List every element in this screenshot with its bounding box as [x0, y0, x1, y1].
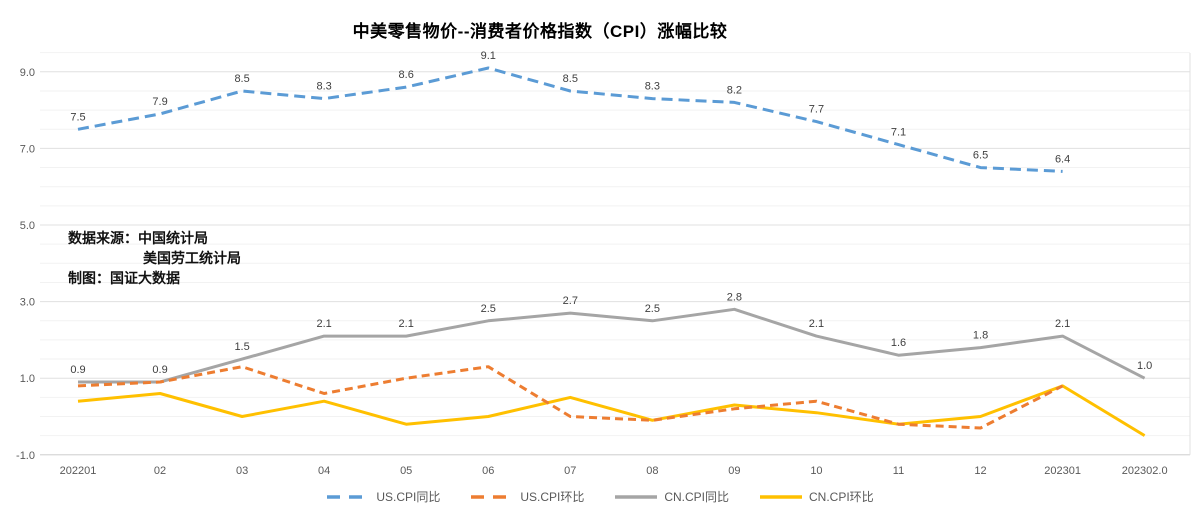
- data-label-us-cpi-yoy: 7.5: [70, 111, 85, 123]
- data-label-cn-cpi-yoy: 1.6: [891, 337, 906, 349]
- x-axis-tick-label: 03: [236, 465, 248, 477]
- data-label-us-cpi-yoy: 8.5: [234, 73, 249, 85]
- legend-label-us-cpi-yoy: US.CPI同比: [376, 490, 441, 504]
- legend-item-us-cpi-mom: US.CPI环比: [470, 488, 584, 505]
- y-axis-tick-label: -1.0: [16, 450, 35, 462]
- data-label-cn-cpi-yoy: 0.9: [70, 364, 85, 376]
- data-label-us-cpi-yoy: 7.7: [809, 104, 824, 116]
- data-label-cn-cpi-yoy: 2.1: [399, 318, 414, 330]
- data-label-cn-cpi-yoy: 1.8: [973, 330, 988, 342]
- data-label-cn-cpi-yoy: 2.8: [727, 291, 742, 303]
- series-line-us-cpi-yoy: [77, 66, 1063, 173]
- data-label-us-cpi-yoy: 8.6: [399, 69, 414, 81]
- data-label-cn-cpi-yoy: 2.7: [563, 295, 578, 307]
- data-label-us-cpi-yoy: 8.3: [645, 81, 660, 93]
- x-axis-tick-label: 07: [564, 465, 576, 477]
- data-label-cn-cpi-yoy: 2.1: [1055, 318, 1070, 330]
- data-label-us-cpi-yoy: 6.4: [1055, 153, 1070, 165]
- y-axis-tick-label: 5.0: [20, 220, 35, 232]
- x-axis-tick-label: 02: [154, 465, 166, 477]
- x-axis-tick-label: 202302.0: [1122, 465, 1168, 477]
- legend-swatch-us-cpi-yoy: [327, 494, 370, 499]
- data-label-cn-cpi-yoy: 2.1: [317, 318, 332, 330]
- y-axis-tick-label: 9.0: [20, 67, 35, 79]
- x-axis-tick-label: 05: [400, 465, 412, 477]
- data-label-cn-cpi-yoy: 1.5: [234, 341, 249, 353]
- legend-swatch-cn-cpi-yoy: [615, 494, 658, 499]
- series-line-cn-cpi-yoy: [78, 307, 1146, 384]
- chart-title: 中美零售物价--消费者价格指数（CPI）涨幅比较: [352, 22, 728, 41]
- y-axis-tick-label: 1.0: [20, 373, 35, 385]
- x-axis-tick-label: 10: [810, 465, 822, 477]
- data-label-cn-cpi-yoy: 2.5: [645, 303, 660, 315]
- x-axis-tick-label: 202201: [60, 465, 97, 477]
- series-line-us-cpi-mom: [77, 365, 1064, 430]
- data-label-us-cpi-yoy: 8.2: [727, 84, 742, 96]
- data-label-us-cpi-yoy: 8.5: [563, 73, 578, 85]
- x-axis-tick-label: 08: [646, 465, 658, 477]
- data-label-cn-cpi-yoy: 2.5: [481, 303, 496, 315]
- x-axis-tick-label: 11: [893, 465, 904, 477]
- chart-maker-line: 制图：国证大数据: [68, 270, 180, 286]
- legend-item-cn-cpi-yoy: CN.CPI同比: [614, 488, 729, 505]
- x-axis-tick-label: 06: [482, 465, 494, 477]
- data-label-us-cpi-yoy: 6.5: [973, 150, 988, 162]
- data-label-cn-cpi-yoy: 2.1: [809, 318, 824, 330]
- data-label-cn-cpi-yoy: 0.9: [152, 364, 167, 376]
- legend-swatch-cn-cpi-mom: [760, 494, 803, 499]
- legend-label-us-cpi-mom: US.CPI环比: [520, 490, 585, 504]
- legend-swatch-us-cpi-mom: [471, 494, 514, 499]
- data-source-line-2: 美国劳工统计局: [143, 250, 241, 266]
- x-axis-tick-label: 04: [318, 465, 330, 477]
- data-label-us-cpi-yoy: 7.1: [891, 127, 906, 139]
- data-label-us-cpi-yoy: 7.9: [152, 96, 167, 108]
- data-source-line-1: 数据来源：中国统计局: [68, 230, 208, 246]
- y-axis-tick-label: 3.0: [20, 297, 35, 309]
- x-axis-tick-label: 12: [974, 465, 986, 477]
- legend-item-us-cpi-yoy: US.CPI同比: [326, 488, 440, 505]
- legend-label-cn-cpi-yoy: CN.CPI同比: [664, 490, 730, 504]
- x-axis-tick-label: 202301: [1044, 465, 1081, 477]
- data-label-us-cpi-yoy: 9.1: [481, 50, 496, 62]
- series-line-cn-cpi-mom: [77, 384, 1146, 437]
- legend-item-cn-cpi-mom: CN.CPI环比: [759, 488, 874, 505]
- data-label-us-cpi-yoy: 8.3: [317, 81, 332, 93]
- source-annotation: 数据来源：中国统计局 美国劳工统计局 制图：国证大数据: [68, 228, 241, 288]
- x-axis-tick-label: 09: [728, 465, 740, 477]
- data-label-cn-cpi-yoy: 1.0: [1137, 360, 1152, 372]
- legend: US.CPI同比 US.CPI环比 CN.CPI同比 CN.CPI环比: [0, 488, 1200, 505]
- y-axis-tick-label: 7.0: [20, 143, 35, 155]
- legend-label-cn-cpi-mom: CN.CPI环比: [809, 490, 874, 504]
